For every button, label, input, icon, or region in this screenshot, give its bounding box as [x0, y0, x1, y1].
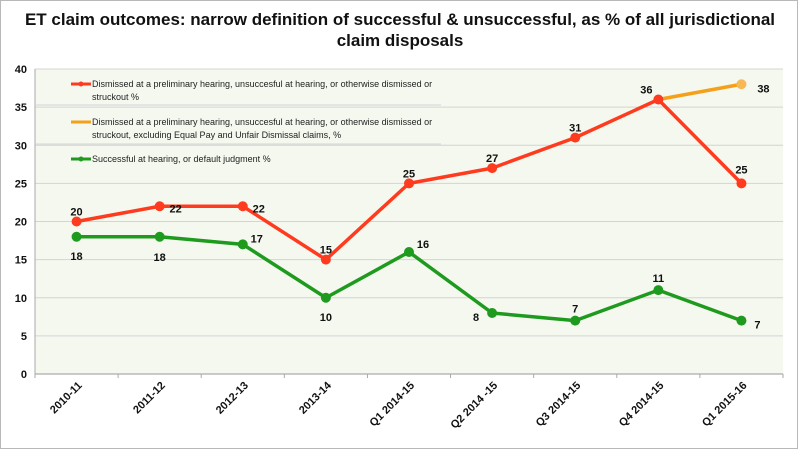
data-label: 18	[70, 251, 82, 263]
data-label: 25	[403, 168, 415, 180]
data-label: 18	[154, 252, 166, 264]
x-tick-label: 2013-14	[297, 379, 335, 417]
legend-label: Dismissed at a preliminary hearing, unsu…	[92, 117, 432, 127]
data-point	[487, 308, 498, 318]
chart-title: ET claim outcomes: narrow definition of …	[24, 10, 776, 50]
data-point	[570, 315, 581, 326]
data-point	[653, 94, 664, 105]
data-point	[653, 285, 664, 296]
y-tick-label: 40	[15, 64, 27, 76]
y-tick-label: 15	[15, 255, 27, 267]
data-label: 36	[640, 85, 652, 97]
y-tick-label: 30	[15, 140, 27, 152]
x-tick-label: Q4 2014-15	[617, 380, 667, 430]
x-tick-label: Q1 2014-15	[368, 380, 418, 430]
data-point	[736, 315, 747, 326]
data-label: 16	[417, 239, 429, 251]
data-label: 22	[253, 203, 265, 215]
y-tick-label: 0	[21, 369, 27, 381]
x-tick-label: Q2 2014 -15	[449, 380, 501, 432]
data-point	[736, 79, 747, 90]
legend-label: Successful at hearing, or default judgme…	[92, 154, 271, 164]
data-label: 7	[754, 320, 760, 332]
data-point	[237, 201, 248, 212]
data-label: 22	[170, 203, 182, 215]
legend-marker	[78, 81, 84, 87]
x-tick-label: 2011-12	[131, 380, 168, 417]
data-label: 7	[572, 304, 578, 316]
legend-label: struckout, excluding Equal Pay and Unfai…	[92, 130, 341, 140]
data-label: 27	[486, 153, 498, 165]
y-tick-label: 10	[15, 293, 27, 305]
data-point	[154, 231, 165, 242]
legend-marker	[78, 156, 84, 162]
data-label: 10	[320, 312, 332, 324]
data-point	[320, 292, 331, 303]
y-tick-label: 35	[15, 102, 27, 114]
x-tick-label: Q3 2014-15	[534, 380, 584, 430]
data-label: 17	[251, 233, 263, 245]
data-point	[736, 178, 747, 189]
data-point	[154, 201, 165, 212]
data-point	[237, 239, 248, 250]
data-label: 20	[70, 207, 82, 219]
y-tick-label: 25	[15, 178, 27, 190]
data-point	[71, 231, 82, 242]
x-tick-label: 2010-11	[48, 380, 85, 417]
data-label: 38	[757, 83, 769, 95]
data-point	[320, 254, 331, 265]
data-label: 31	[569, 123, 581, 135]
data-label: 25	[735, 164, 747, 176]
data-point	[570, 132, 581, 143]
data-point	[487, 163, 498, 174]
y-tick-label: 5	[21, 331, 27, 343]
data-label: 8	[473, 312, 479, 324]
data-label: 15	[320, 245, 332, 257]
legend-label: Dismissed at a preliminary hearing, unsu…	[92, 79, 432, 89]
legend-label: struckout %	[92, 92, 139, 102]
x-tick-label: 2012-13	[214, 380, 251, 417]
data-label: 11	[653, 273, 665, 285]
series-line	[658, 82, 742, 102]
data-point	[404, 178, 414, 189]
y-tick-label: 20	[15, 217, 27, 229]
x-tick-label: Q1 2015-16	[700, 380, 750, 430]
data-point	[404, 247, 414, 257]
data-point	[71, 216, 82, 227]
